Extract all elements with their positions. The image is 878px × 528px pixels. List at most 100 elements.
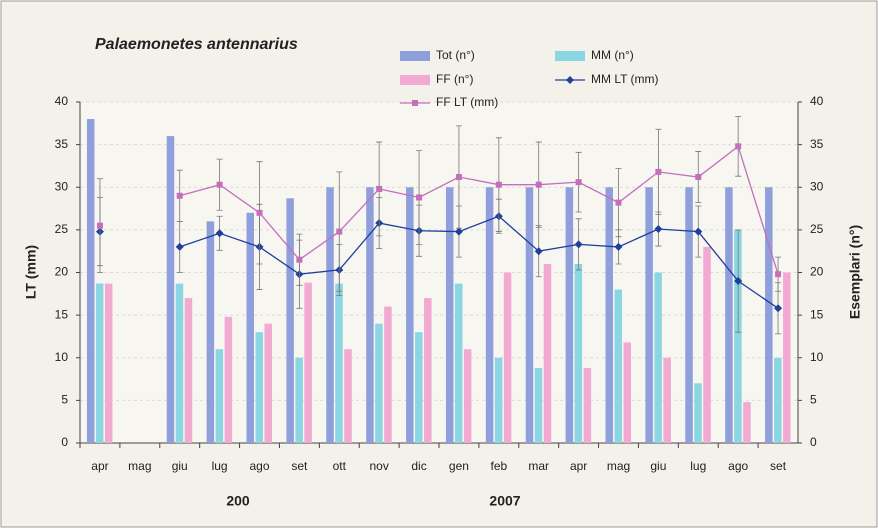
bar [454, 283, 463, 443]
bar [485, 187, 494, 443]
x-tick-label: nov [369, 459, 388, 473]
x-tick-label: mag [607, 459, 630, 473]
x-tick-label: ott [333, 459, 347, 473]
marker [695, 174, 702, 181]
bar [326, 187, 334, 443]
marker [535, 181, 542, 188]
x-tick-label: ago [249, 459, 269, 473]
bar [645, 187, 653, 443]
y-tick-label: 0 [61, 435, 68, 449]
y2-tick-label: 35 [810, 137, 824, 151]
y2-tick-label: 40 [810, 94, 824, 108]
bar [224, 316, 233, 443]
chart-title: Palaemonetes antennarius [95, 36, 298, 53]
marker [775, 271, 782, 278]
x-tick-label: lug [212, 459, 228, 473]
y-tick-label: 10 [55, 350, 69, 364]
marker [96, 222, 103, 229]
x-tick-label: mag [128, 459, 151, 473]
year-label: 200 [226, 493, 250, 509]
bar [335, 283, 343, 443]
bar [583, 367, 592, 443]
y-tick-label: 35 [55, 137, 69, 151]
x-tick-label: set [291, 459, 308, 473]
legend-swatch [400, 51, 430, 61]
bar [574, 263, 583, 443]
bar [445, 187, 454, 443]
legend-label: Tot (n°) [436, 48, 475, 62]
bar [406, 187, 414, 443]
bar [166, 136, 175, 443]
y2-tick-label: 10 [810, 350, 824, 364]
y-tick-label: 20 [55, 265, 69, 279]
legend-label: MM LT (mm) [591, 72, 659, 86]
marker [614, 242, 623, 251]
bar [743, 402, 751, 443]
bar [86, 119, 95, 444]
bar [295, 357, 303, 443]
x-tick-label: ago [728, 459, 748, 473]
marker [734, 277, 743, 286]
line [179, 145, 779, 275]
bar [463, 349, 472, 443]
bar [525, 187, 534, 443]
marker [454, 227, 463, 236]
bar [206, 221, 215, 443]
bar [534, 367, 543, 443]
plot-area [80, 102, 798, 443]
bar [264, 323, 272, 443]
legend-marker [566, 76, 574, 84]
y2-tick-label: 5 [810, 393, 817, 407]
x-tick-label: giu [650, 459, 666, 473]
bar [215, 349, 224, 443]
bar [286, 198, 294, 443]
marker [176, 192, 183, 199]
x-tick-label: feb [490, 459, 507, 473]
y2-tick-label: 30 [810, 179, 824, 193]
y2-axis-label: Esemplari (n°) [847, 225, 863, 319]
bar [623, 342, 631, 443]
bar [95, 283, 104, 443]
bar [694, 383, 702, 443]
marker [216, 181, 223, 188]
x-tick-label: apr [91, 459, 108, 473]
marker [376, 185, 383, 192]
y-tick-label: 40 [55, 94, 69, 108]
y-tick-label: 25 [55, 222, 69, 236]
marker [256, 209, 263, 216]
marker [336, 228, 343, 235]
marker [615, 199, 622, 206]
marker [455, 174, 462, 181]
x-tick-label: apr [570, 459, 587, 473]
y-tick-label: 5 [61, 393, 68, 407]
bar [384, 306, 392, 443]
bar [104, 283, 113, 443]
bar [783, 272, 791, 443]
bar [344, 349, 352, 443]
bar [765, 187, 773, 443]
x-tick-label: giu [172, 459, 188, 473]
bar [654, 272, 662, 443]
bar [725, 187, 733, 443]
bar [503, 272, 512, 443]
bar [543, 263, 552, 443]
marker [654, 225, 663, 234]
bar [703, 246, 711, 443]
marker [534, 247, 543, 256]
bar [366, 187, 374, 443]
legend-label: FF (n°) [436, 72, 473, 86]
bar [175, 283, 184, 443]
bar [774, 357, 782, 443]
x-tick-label: lug [690, 459, 706, 473]
legend-label: FF LT (mm) [436, 95, 498, 109]
marker [495, 181, 502, 188]
y2-tick-label: 25 [810, 222, 824, 236]
bar [663, 357, 671, 443]
bar [246, 212, 254, 443]
bar [685, 187, 693, 443]
x-tick-label: set [770, 459, 787, 473]
marker [694, 227, 703, 236]
line [179, 215, 779, 309]
year-label: 2007 [489, 493, 520, 509]
